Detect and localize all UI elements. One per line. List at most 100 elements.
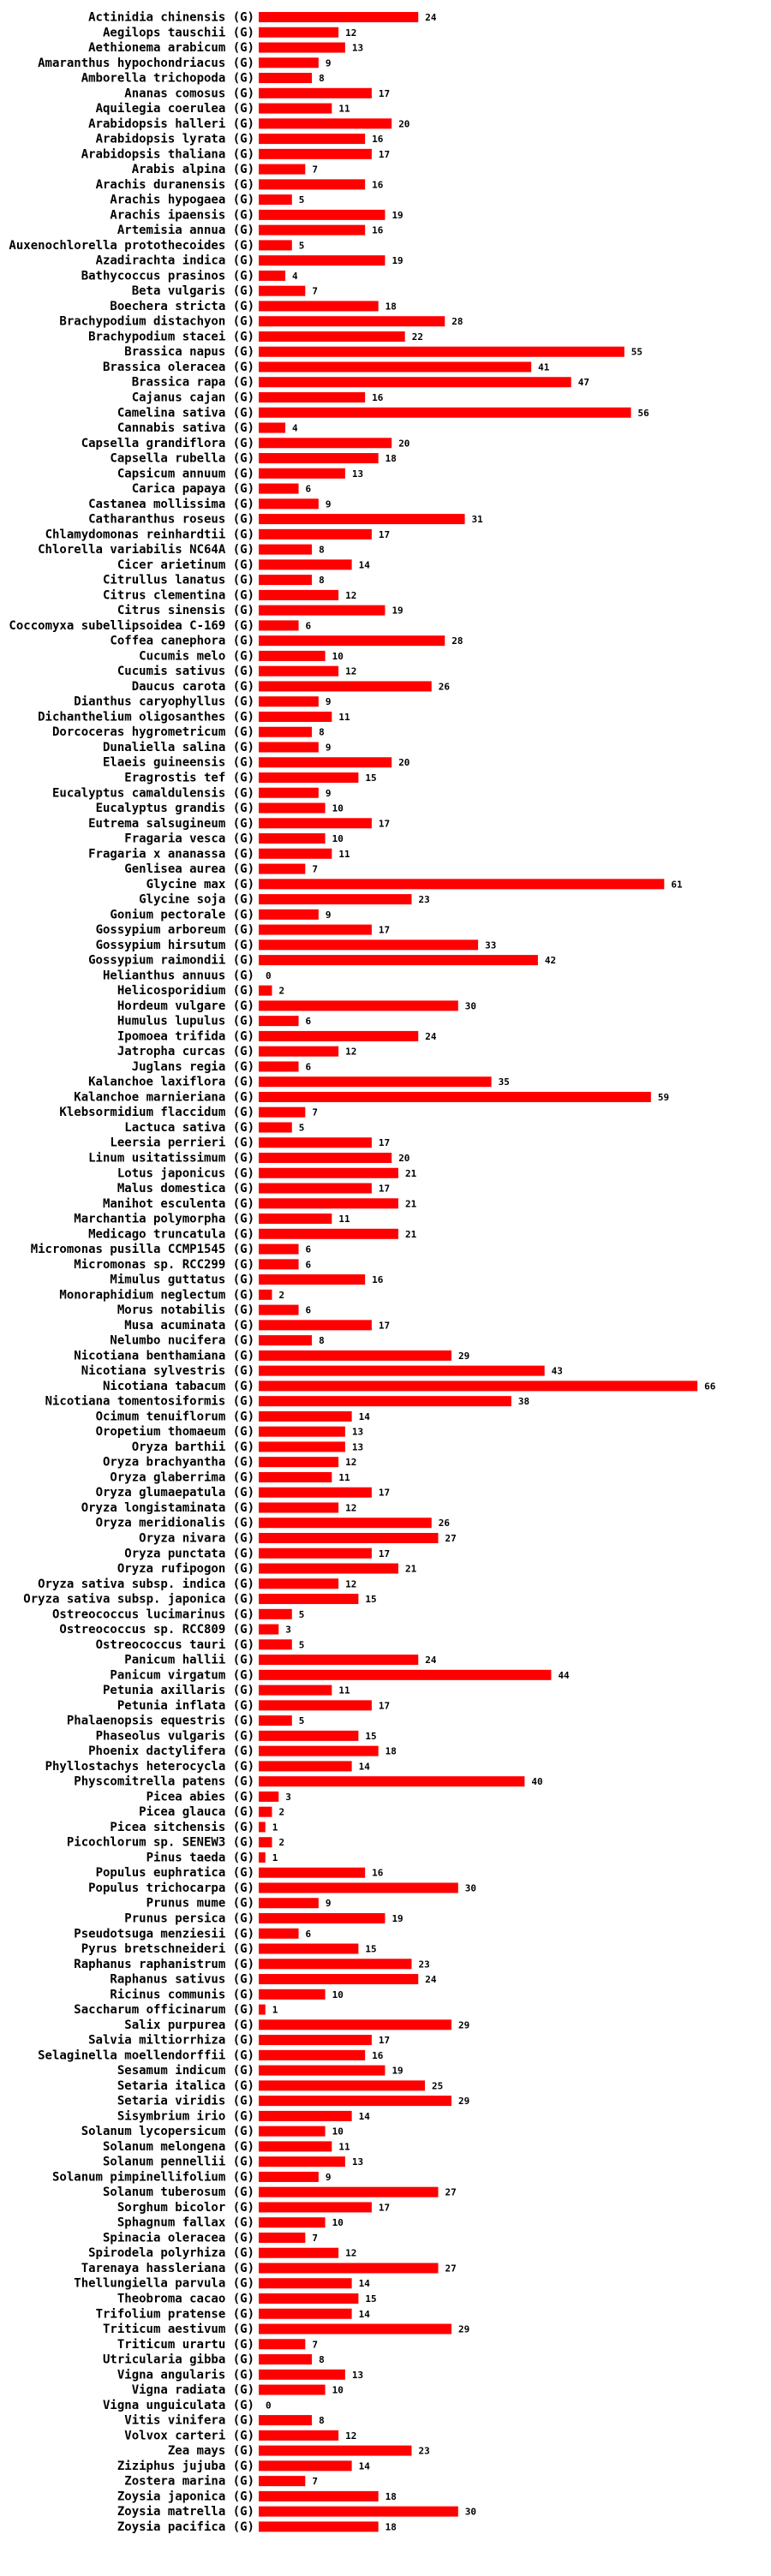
category-label: Dichanthelium oligosanthes (G) (38, 710, 254, 724)
category-label: Selaginella moellendorffii (G) (38, 2048, 254, 2062)
value-label: 9 (326, 498, 332, 510)
value-label: 20 (398, 757, 409, 768)
bar-row: Arabidopsis halleri (G) 20 (88, 117, 409, 131)
value-label: 7 (312, 2476, 318, 2487)
value-label: 13 (352, 468, 363, 480)
bar (259, 2339, 306, 2350)
value-label: 2 (279, 1807, 285, 1818)
value-label: 17 (379, 149, 390, 160)
bar-row: Arachis hypogaea (G) 5 (110, 194, 304, 207)
category-label: Oryza punctata (G) (124, 1547, 254, 1560)
value-label: 3 (285, 1792, 291, 1803)
category-label: Humulus lupulus (G) (117, 1015, 254, 1029)
category-label: Beta vulgaris (G) (132, 284, 254, 298)
category-label: Panicum hallii (G) (124, 1654, 254, 1667)
bar-row: Bathycoccus prasinos (G) 4 (81, 269, 298, 283)
category-label: Panicum virgatum (G) (110, 1668, 254, 1682)
value-label: 17 (379, 925, 390, 936)
value-label: 5 (299, 1122, 305, 1133)
category-label: Vigna unguiculata (G) (103, 2399, 254, 2412)
category-label: Picea sitchensis (G) (110, 1821, 254, 1834)
value-label: 4 (292, 423, 298, 434)
bar-row: Linum usitatissimum (G) 20 (88, 1152, 409, 1166)
bar (259, 909, 319, 920)
category-label: Bathycoccus prasinos (G) (81, 269, 254, 283)
bar-row: Oropetium thomaeum (G) 13 (96, 1425, 364, 1439)
bar-row: Eucalyptus grandis (G) 10 (96, 802, 344, 815)
bar (259, 240, 292, 251)
category-label: Phaseolus vulgaris (G) (96, 1729, 254, 1743)
value-label: 10 (332, 2385, 344, 2396)
value-label: 17 (379, 2035, 390, 2046)
value-label: 42 (545, 955, 556, 966)
value-label: 7 (312, 2233, 318, 2244)
bar (259, 407, 631, 418)
bar-row: Vigna radiata (G) 10 (132, 2383, 344, 2397)
category-label: Phalaenopsis equestris (G) (67, 1714, 254, 1728)
category-label: Sesamum indicum (G) (117, 2064, 254, 2078)
bar (259, 1410, 352, 1422)
value-label: 6 (306, 620, 312, 631)
bar-row: Brassica napus (G) 55 (124, 345, 642, 359)
bar-row: Auxenochlorella protothecoides (G) 5 (9, 239, 304, 253)
value-label: 10 (332, 833, 344, 844)
bar-row: Citrus sinensis (G) 19 (117, 604, 403, 617)
value-label: 33 (485, 939, 496, 951)
category-label: Spirodela polyrhiza (G) (88, 2246, 254, 2260)
bar (259, 939, 479, 951)
category-label: Cajanus cajan (G) (132, 391, 254, 405)
value-label: 1 (272, 1822, 278, 1833)
category-label: Helianthus annuus (G) (103, 969, 254, 982)
value-label: 13 (352, 2156, 363, 2168)
category-label: Theobroma cacao (G) (117, 2293, 254, 2306)
bar-row: Arachis duranensis (G) 16 (96, 178, 384, 192)
bar (259, 2141, 332, 2152)
bar (259, 711, 332, 722)
bar-row: Nicotiana benthamiana (G) 29 (74, 1349, 469, 1363)
bar-row: Oryza punctata (G) 17 (124, 1547, 390, 1560)
value-label: 66 (704, 1380, 716, 1392)
bar-row: Phalaenopsis equestris (G) 5 (67, 1714, 305, 1728)
value-label: 15 (365, 1944, 376, 1955)
bar-row: Physcomitrella patens (G) 40 (74, 1775, 542, 1789)
value-label: 24 (425, 1655, 437, 1666)
category-label: Ostreococcus tauri (G) (96, 1638, 254, 1652)
bar-row: Gossypium raimondii (G) 42 (88, 954, 556, 968)
category-label: Capsella grandiflora (G) (81, 437, 254, 450)
value-label: 12 (345, 1046, 356, 1058)
bar (259, 879, 665, 890)
bar (259, 57, 319, 69)
bar (259, 1243, 299, 1255)
value-label: 17 (379, 88, 390, 99)
bar-row: Ananas comosus (G) 17 (124, 86, 390, 100)
category-label: Nicotiana sylvestris (G) (81, 1364, 254, 1378)
bar (259, 1608, 292, 1619)
bar-row: Morus notabilis (G) 6 (117, 1303, 312, 1317)
bar (259, 1730, 359, 1741)
bar (259, 1594, 359, 1605)
category-label: Linum usitatissimum (G) (88, 1152, 254, 1166)
bar (259, 361, 532, 373)
value-label: 18 (386, 301, 397, 312)
bar (259, 1106, 306, 1118)
bar-row: Oryza rufipogon (G) 21 (117, 1562, 417, 1576)
bar (259, 1441, 345, 1452)
value-label: 3 (285, 1625, 291, 1636)
category-label: Artemisia annua (G) (117, 224, 254, 237)
category-label: Nicotiana tabacum (G) (103, 1380, 254, 1393)
value-label: 12 (345, 2430, 356, 2442)
category-label: Solanum pennellii (G) (103, 2156, 254, 2169)
bar (259, 2308, 352, 2319)
bar-row: Populus euphratica (G) 16 (96, 1866, 384, 1880)
bar (259, 559, 352, 570)
bar-row: Carica papaya (G) 6 (132, 482, 312, 496)
value-label: 30 (465, 1000, 476, 1011)
value-label: 18 (386, 453, 397, 464)
value-label: 23 (418, 1959, 429, 1970)
bar (259, 1076, 492, 1088)
bar-row: Cucumis sativus (G) 12 (117, 665, 357, 678)
bar-row: Leersia perrieri (G) 17 (110, 1136, 390, 1150)
category-label: Solanum tuberosum (G) (103, 2185, 254, 2199)
category-label: Tarenaya hassleriana (G) (81, 2262, 254, 2275)
bar (259, 2065, 386, 2076)
